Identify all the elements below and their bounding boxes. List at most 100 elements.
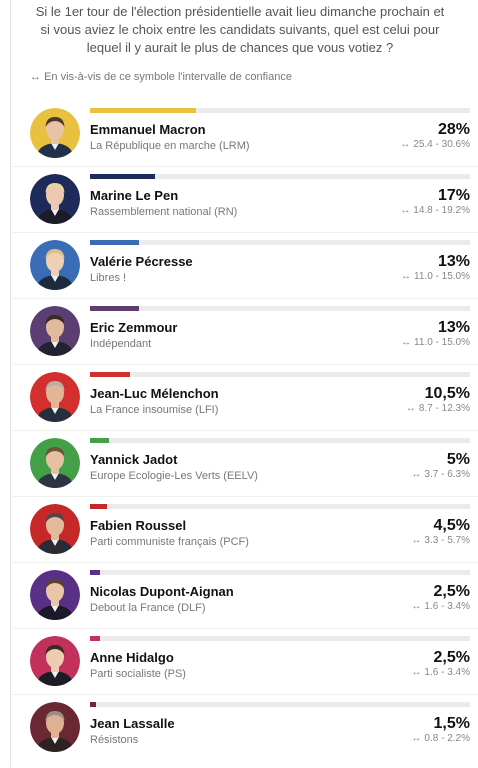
double-arrow-icon: ↔ bbox=[411, 469, 422, 480]
row-separator bbox=[10, 166, 478, 167]
candidate-name: Eric Zemmour bbox=[90, 320, 178, 335]
percentage-label: 1,5% bbox=[433, 715, 470, 732]
candidate-party: La France insoumise (LFI) bbox=[90, 404, 219, 416]
candidate-party: Parti communiste français (PCF) bbox=[90, 536, 249, 548]
percentage-label: 13% bbox=[437, 319, 470, 336]
bar-fill bbox=[90, 570, 100, 575]
bar-fill bbox=[90, 372, 130, 377]
candidate-avatar bbox=[30, 636, 80, 686]
row-separator bbox=[10, 496, 478, 497]
candidate-avatar bbox=[30, 372, 80, 422]
bar-track bbox=[90, 570, 470, 575]
candidate-avatar bbox=[30, 240, 80, 290]
candidate-row: Jean Lassalle Résistons 1,5% ↔ 0.8 - 2.2% bbox=[30, 702, 470, 768]
bar-track bbox=[90, 174, 470, 179]
candidate-avatar bbox=[30, 108, 80, 158]
candidate-party: Indépendant bbox=[90, 338, 152, 350]
double-arrow-icon: ↔ bbox=[411, 733, 422, 744]
percentage-label: 28% bbox=[437, 121, 470, 138]
double-arrow-icon: ↔ bbox=[405, 403, 416, 414]
confidence-interval-text: 11.0 - 15.0% bbox=[414, 271, 470, 282]
bar-track bbox=[90, 372, 470, 377]
candidate-name: Nicolas Dupont-Aignan bbox=[90, 584, 234, 599]
confidence-interval: ↔ 3.7 - 6.3% bbox=[411, 469, 470, 480]
confidence-interval-text: 11.0 - 15.0% bbox=[414, 337, 470, 348]
candidate-avatar bbox=[30, 702, 80, 752]
bar-track bbox=[90, 702, 470, 707]
double-arrow-icon: ↔ bbox=[401, 271, 412, 282]
bar-fill bbox=[90, 636, 100, 641]
bar-fill bbox=[90, 438, 109, 443]
double-arrow-icon: ↔ bbox=[30, 71, 41, 83]
candidate-party: Résistons bbox=[90, 734, 139, 746]
confidence-interval-text: 3.3 - 5.7% bbox=[424, 535, 470, 546]
row-separator bbox=[10, 364, 478, 365]
confidence-interval: ↔ 1.6 - 3.4% bbox=[411, 601, 470, 612]
bar-track bbox=[90, 306, 470, 311]
ci-note-text: En vis-à-vis de ce symbole l'intervalle … bbox=[44, 71, 292, 83]
candidate-row: Marine Le Pen Rassemblement national (RN)… bbox=[30, 174, 470, 240]
percentage-label: 17% bbox=[437, 187, 470, 204]
candidate-avatar bbox=[30, 174, 80, 224]
ci-legend-note: ↔ En vis-à-vis de ce symbole l'intervall… bbox=[30, 71, 292, 83]
confidence-interval-text: 1.6 - 3.4% bbox=[424, 601, 470, 612]
double-arrow-icon: ↔ bbox=[411, 535, 422, 546]
double-arrow-icon: ↔ bbox=[411, 667, 422, 678]
percentage-label: 2,5% bbox=[433, 649, 470, 666]
confidence-interval-text: 3.7 - 6.3% bbox=[424, 469, 470, 480]
percentage-label: 4,5% bbox=[433, 517, 470, 534]
candidate-name: Valérie Pécresse bbox=[90, 254, 193, 269]
poll-question: Si le 1er tour de l'élection présidentie… bbox=[35, 4, 445, 55]
bar-fill bbox=[90, 108, 197, 113]
candidate-avatar bbox=[30, 306, 80, 356]
confidence-interval: ↔ 0.8 - 2.2% bbox=[411, 733, 470, 744]
candidate-name: Marine Le Pen bbox=[90, 188, 179, 203]
bar-track bbox=[90, 240, 470, 245]
bar-track bbox=[90, 438, 470, 443]
confidence-interval-text: 0.8 - 2.2% bbox=[424, 733, 470, 744]
left-rule bbox=[10, 0, 11, 767]
double-arrow-icon: ↔ bbox=[400, 205, 411, 216]
bar-track bbox=[90, 504, 470, 509]
candidate-row: Eric Zemmour Indépendant 13% ↔ 11.0 - 15.0% bbox=[30, 306, 470, 372]
candidate-row: Anne Hidalgo Parti socialiste (PS) 2,5% ↔ 1.… bbox=[30, 636, 470, 702]
bar-fill bbox=[90, 504, 108, 509]
confidence-interval-text: 25.4 - 30.6% bbox=[413, 139, 470, 150]
confidence-interval: ↔ 11.0 - 15.0% bbox=[401, 337, 470, 348]
confidence-interval: ↔ 25.4 - 30.6% bbox=[400, 139, 470, 150]
candidate-party: Parti socialiste (PS) bbox=[90, 668, 186, 680]
candidate-party: La République en marche (LRM) bbox=[90, 140, 250, 152]
candidate-name: Jean-Luc Mélenchon bbox=[90, 386, 219, 401]
row-separator bbox=[10, 562, 478, 563]
candidate-party: Libres ! bbox=[90, 272, 127, 284]
double-arrow-icon: ↔ bbox=[401, 337, 412, 348]
confidence-interval-text: 1.6 - 3.4% bbox=[424, 667, 470, 678]
double-arrow-icon: ↔ bbox=[411, 601, 422, 612]
confidence-interval: ↔ 11.0 - 15.0% bbox=[401, 271, 470, 282]
percentage-label: 2,5% bbox=[433, 583, 470, 600]
bar-track bbox=[90, 108, 470, 113]
row-separator bbox=[10, 628, 478, 629]
double-arrow-icon: ↔ bbox=[400, 139, 411, 150]
candidate-name: Fabien Roussel bbox=[90, 518, 187, 533]
candidate-party: Europe Ecologie-Les Verts (EELV) bbox=[90, 470, 258, 482]
candidate-avatar bbox=[30, 570, 80, 620]
percentage-label: 5% bbox=[446, 451, 470, 468]
candidate-avatar bbox=[30, 438, 80, 488]
confidence-interval: ↔ 14.8 - 19.2% bbox=[400, 205, 470, 216]
bar-track bbox=[90, 636, 470, 641]
candidate-name: Anne Hidalgo bbox=[90, 650, 174, 665]
candidate-row: Jean-Luc Mélenchon La France insoumise (L… bbox=[30, 372, 470, 438]
percentage-label: 10,5% bbox=[424, 385, 470, 402]
confidence-interval-text: 14.8 - 19.2% bbox=[413, 205, 470, 216]
confidence-interval: ↔ 8.7 - 12.3% bbox=[406, 403, 470, 414]
bar-fill bbox=[90, 174, 155, 179]
row-separator bbox=[10, 298, 478, 299]
candidate-party: Debout la France (DLF) bbox=[90, 602, 206, 614]
confidence-interval: ↔ 3.3 - 5.7% bbox=[411, 535, 470, 546]
candidate-row: Fabien Roussel Parti communiste français … bbox=[30, 504, 470, 570]
row-separator bbox=[10, 430, 478, 431]
row-separator bbox=[10, 232, 478, 233]
candidate-name: Jean Lassalle bbox=[90, 716, 175, 731]
